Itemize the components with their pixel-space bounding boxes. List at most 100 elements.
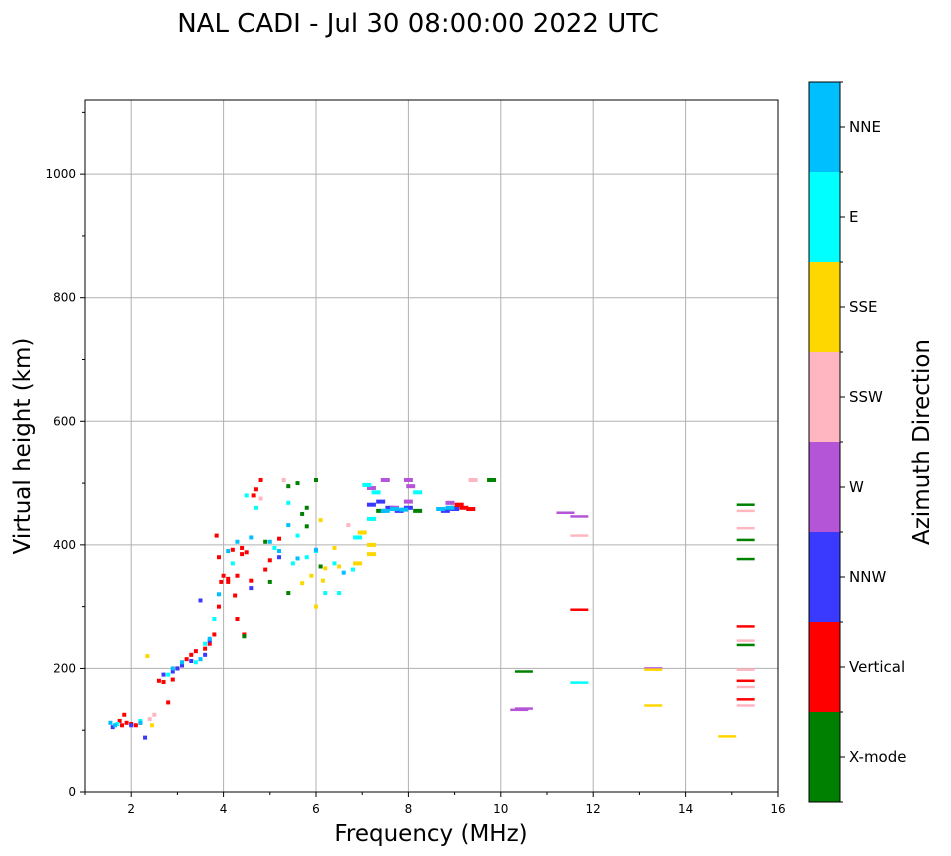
x-tick-label: 2 bbox=[127, 802, 135, 816]
colorbar-tick-label: SSW bbox=[849, 388, 883, 406]
data-point-nne bbox=[399, 507, 409, 512]
data-point-e bbox=[366, 516, 376, 521]
data-point-x-mode bbox=[736, 538, 755, 542]
data-point-ssw bbox=[570, 534, 589, 537]
colorbar-label: Azimuth Direction bbox=[909, 339, 935, 545]
data-point-sse bbox=[332, 545, 337, 550]
data-point-x-mode bbox=[314, 477, 318, 482]
data-point-nnw bbox=[180, 663, 185, 668]
chart-title: NAL CADI - Jul 30 08:00:00 2022 UTC bbox=[177, 9, 659, 39]
data-point-vertical bbox=[117, 718, 122, 723]
data-point-w bbox=[403, 499, 413, 504]
data-point-e bbox=[272, 545, 277, 550]
data-point-nne bbox=[249, 535, 254, 540]
data-point-x-mode bbox=[304, 505, 309, 510]
colorbar-segment bbox=[809, 442, 840, 532]
data-point-vertical bbox=[184, 657, 189, 662]
data-point-nnw bbox=[203, 652, 208, 657]
data-point-nnw bbox=[129, 723, 134, 728]
data-point-w bbox=[510, 708, 529, 712]
data-point-sse bbox=[366, 552, 376, 557]
data-point-nne bbox=[108, 720, 113, 725]
data-point-e bbox=[230, 561, 235, 566]
colorbar-segment bbox=[809, 172, 840, 262]
data-point-ssw bbox=[147, 717, 152, 722]
x-tick-label: 16 bbox=[770, 802, 785, 816]
data-point-vertical bbox=[253, 487, 258, 492]
data-point-e bbox=[362, 482, 372, 487]
data-point-vertical bbox=[226, 576, 231, 581]
data-point-nne bbox=[445, 505, 455, 510]
data-point-e bbox=[413, 490, 423, 495]
data-point-vertical bbox=[244, 550, 249, 555]
data-point-w bbox=[556, 511, 575, 514]
y-axis-ticks: 0 200 400 600 800 1000 bbox=[45, 111, 85, 799]
data-point-vertical bbox=[235, 617, 240, 621]
data-point-w bbox=[380, 477, 390, 482]
data-point-vertical bbox=[203, 646, 208, 651]
colorbar-tick-label: NNE bbox=[849, 118, 881, 136]
colorbar-segment bbox=[809, 262, 840, 352]
data-point-e bbox=[371, 490, 381, 495]
grid-lines bbox=[85, 100, 778, 792]
data-point-sse bbox=[644, 704, 663, 707]
data-point-x-mode bbox=[736, 643, 755, 647]
data-point-w bbox=[366, 486, 376, 491]
data-point-nne bbox=[180, 660, 185, 665]
data-point-vertical bbox=[263, 567, 268, 572]
data-point-vertical bbox=[216, 604, 221, 609]
data-point-x-mode bbox=[514, 670, 533, 673]
data-point-vertical bbox=[216, 555, 221, 560]
colorbar-tick-label: SSE bbox=[849, 298, 878, 316]
data-point-nne bbox=[314, 547, 318, 552]
data-point-x-mode bbox=[295, 481, 300, 486]
data-point-x-mode bbox=[267, 579, 272, 584]
data-point-vertical bbox=[267, 558, 272, 563]
data-point-nne bbox=[267, 539, 272, 544]
data-point-e bbox=[353, 535, 363, 540]
colorbar-segment bbox=[809, 622, 840, 712]
data-point-nnw bbox=[403, 505, 413, 510]
data-point-nne bbox=[216, 592, 221, 597]
data-point-e bbox=[193, 660, 198, 665]
data-point-nnw bbox=[277, 555, 282, 560]
data-point-vertical bbox=[736, 625, 755, 628]
data-point-nnw bbox=[366, 502, 376, 507]
data-point-x-mode bbox=[376, 508, 386, 513]
data-point-sse bbox=[149, 723, 154, 728]
data-point-e bbox=[203, 641, 208, 646]
data-point-vertical bbox=[240, 545, 245, 550]
colorbar: X-mode Vertical NNW W SSW SSE E NNE bbox=[808, 81, 906, 803]
x-tick-label: 4 bbox=[220, 802, 228, 816]
x-tick-label: 6 bbox=[312, 802, 320, 816]
x-tick-label: 10 bbox=[493, 802, 508, 816]
data-point-nne bbox=[235, 539, 240, 544]
data-point-vertical bbox=[219, 579, 224, 584]
data-point-e bbox=[166, 672, 171, 677]
data-point-vertical bbox=[226, 579, 231, 584]
data-point-x-mode bbox=[736, 557, 755, 561]
data-point-ssw bbox=[346, 523, 351, 528]
data-point-x-mode bbox=[286, 484, 291, 489]
data-point-nne bbox=[286, 523, 291, 528]
data-point-vertical bbox=[193, 649, 198, 654]
data-point-x-mode bbox=[286, 591, 291, 596]
data-point-w bbox=[406, 484, 416, 489]
x-axis-ticks: 2 4 6 8 10 12 14 16 bbox=[84, 792, 786, 816]
data-point-sse bbox=[300, 581, 305, 586]
data-point-vertical bbox=[233, 593, 238, 598]
y-tick-label: 400 bbox=[53, 538, 76, 552]
data-point-x-mode bbox=[736, 503, 755, 506]
data-point-vertical bbox=[124, 720, 129, 725]
colorbar-segment bbox=[809, 82, 840, 172]
data-point-e bbox=[253, 505, 258, 510]
data-point-nne bbox=[113, 723, 118, 728]
colorbar-tick-label: E bbox=[849, 208, 858, 226]
data-point-vertical bbox=[277, 536, 282, 541]
data-point-nnw bbox=[170, 669, 175, 674]
data-point-nne bbox=[295, 556, 300, 561]
data-point-nnw bbox=[394, 508, 404, 513]
data-point-e bbox=[115, 722, 120, 727]
data-point-sse bbox=[357, 530, 367, 535]
